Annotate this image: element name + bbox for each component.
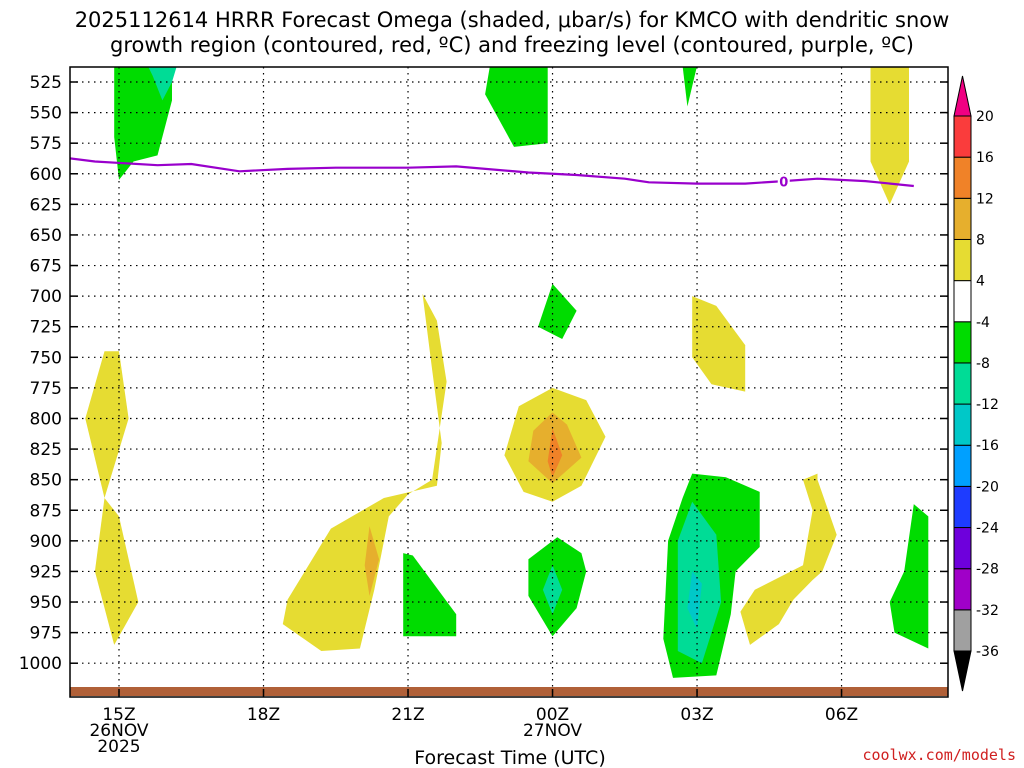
freezing-level-label-bg bbox=[777, 173, 790, 190]
chart-title-line-1: 2025112614 HRRR Forecast Omega (shaded, … bbox=[75, 8, 950, 32]
colorbar-bin-7 bbox=[953, 362, 972, 405]
colorbar-bin-6 bbox=[953, 403, 972, 446]
omega-region-3 bbox=[682, 67, 697, 107]
omega-region-6 bbox=[692, 296, 746, 392]
y-tick-label-775: 775 bbox=[30, 379, 62, 399]
chart-title-line-2: growth region (contoured, red, ºC) and f… bbox=[110, 33, 914, 57]
x-axis-label: Forecast Time (UTC) bbox=[414, 747, 605, 768]
omega-region-13 bbox=[547, 428, 563, 478]
y-tick-label-850: 850 bbox=[30, 471, 62, 491]
omega-region-16 bbox=[403, 553, 457, 637]
y-tick-label-950: 950 bbox=[30, 593, 62, 613]
omega-region-19 bbox=[687, 571, 702, 629]
y-tick-label-750: 750 bbox=[30, 348, 62, 368]
colorbar-tick-0: -36 bbox=[976, 644, 999, 660]
plot-background bbox=[70, 67, 948, 697]
y-tick-label-525: 525 bbox=[30, 73, 62, 93]
grid-lines bbox=[70, 67, 948, 697]
y-tick-label-975: 975 bbox=[30, 624, 62, 644]
omega-region-10 bbox=[94, 498, 139, 645]
omega-region-20 bbox=[740, 473, 837, 645]
y-axis-pressure: 525 550 575 600 625 650 675 700 725 750 775 800 825 8… bbox=[19, 73, 948, 674]
omega-shaded-regions bbox=[85, 67, 929, 678]
y-tick-label-675: 675 bbox=[30, 257, 62, 277]
plot-area: 0 bbox=[69, 66, 949, 698]
x-tick-label-18-0: 18Z bbox=[247, 705, 280, 725]
x-tick-label-21-0: 21Z bbox=[391, 705, 424, 725]
y-tick-label-650: 650 bbox=[30, 226, 62, 246]
omega-region-7 bbox=[282, 293, 447, 651]
credit-link[interactable]: coolwx.com/models bbox=[862, 746, 1016, 764]
omega-region-2 bbox=[485, 67, 548, 147]
colorbar-tick-11: 12 bbox=[976, 191, 994, 207]
x-tick-label-15-0: 15Z bbox=[102, 705, 135, 725]
freezing-level-line bbox=[70, 157, 914, 188]
colorbar-bin-13 bbox=[953, 115, 972, 158]
plot-frame bbox=[69, 66, 949, 698]
colorbar-tick-12: 16 bbox=[976, 150, 994, 166]
omega-region-5 bbox=[538, 283, 577, 339]
y-tick-label-550: 550 bbox=[30, 104, 62, 124]
y-tick-label-900: 900 bbox=[30, 532, 62, 552]
y-tick-label-875: 875 bbox=[30, 501, 62, 521]
omega-colorbar: -36 -32 -28 -24 -20 -16 -12 -8 -4 4 8 12 16 20 bbox=[953, 75, 999, 692]
omega-region-21 bbox=[889, 504, 929, 649]
x-tick-label-24-1: 27NOV bbox=[523, 721, 582, 741]
colorbar-bin-12 bbox=[953, 156, 972, 199]
colorbar-bin-1 bbox=[953, 609, 972, 652]
colorbar-tick-8: -4 bbox=[976, 315, 990, 331]
colorbar-tick-4: -20 bbox=[976, 479, 999, 495]
omega-region-9 bbox=[85, 351, 129, 498]
colorbar-bin-3 bbox=[953, 527, 972, 570]
colorbar-bin-4 bbox=[953, 485, 972, 529]
surface-ground-band bbox=[70, 687, 948, 696]
x-tick-label-24-0: 00Z bbox=[536, 705, 569, 725]
omega-region-0 bbox=[114, 67, 172, 180]
colorbar-tick-3: -24 bbox=[976, 521, 999, 537]
colorbar-bin-14 bbox=[953, 75, 972, 117]
omega-region-8 bbox=[364, 526, 380, 596]
y-tick-label-800: 800 bbox=[30, 409, 62, 429]
y-tick-label-600: 600 bbox=[30, 165, 62, 185]
colorbar-tick-9: 4 bbox=[976, 274, 985, 290]
colorbar-tick-5: -16 bbox=[976, 438, 999, 454]
y-tick-label-625: 625 bbox=[30, 195, 62, 215]
y-tick-label-725: 725 bbox=[30, 318, 62, 338]
colorbar-bin-5 bbox=[953, 444, 972, 487]
colorbar-bin-8 bbox=[953, 321, 972, 364]
y-tick-label-825: 825 bbox=[30, 440, 62, 460]
x-tick-label-27-0: 03Z bbox=[680, 705, 713, 725]
colorbar-bin-2 bbox=[953, 568, 972, 611]
colorbar-bin-11 bbox=[953, 197, 972, 240]
y-tick-label-1000: 1000 bbox=[19, 654, 62, 674]
colorbar-bin-10 bbox=[953, 238, 972, 282]
colorbar-bin-0 bbox=[953, 650, 972, 692]
freezing-level-contour: 0 bbox=[70, 157, 914, 191]
colorbar-tick-2: -28 bbox=[976, 562, 999, 578]
colorbar-tick-6: -12 bbox=[976, 397, 999, 413]
colorbar-tick-7: -8 bbox=[976, 356, 990, 372]
y-tick-label-575: 575 bbox=[30, 134, 62, 154]
colorbar-tick-1: -32 bbox=[976, 603, 999, 619]
x-tick-label-15-1: 26NOV bbox=[89, 721, 148, 741]
y-tick-label-925: 925 bbox=[30, 562, 62, 582]
colorbar-bin-9 bbox=[953, 280, 972, 323]
x-tick-label-30-0: 06Z bbox=[825, 705, 858, 725]
omega-region-4 bbox=[870, 67, 909, 205]
colorbar-tick-13: 20 bbox=[976, 109, 994, 125]
omega-region-1 bbox=[148, 67, 177, 101]
y-tick-label-700: 700 bbox=[30, 287, 62, 307]
freezing-level-label: 0 bbox=[779, 176, 788, 191]
colorbar-tick-10: 8 bbox=[976, 232, 985, 248]
x-tick-label-15-2: 2025 bbox=[97, 737, 140, 757]
